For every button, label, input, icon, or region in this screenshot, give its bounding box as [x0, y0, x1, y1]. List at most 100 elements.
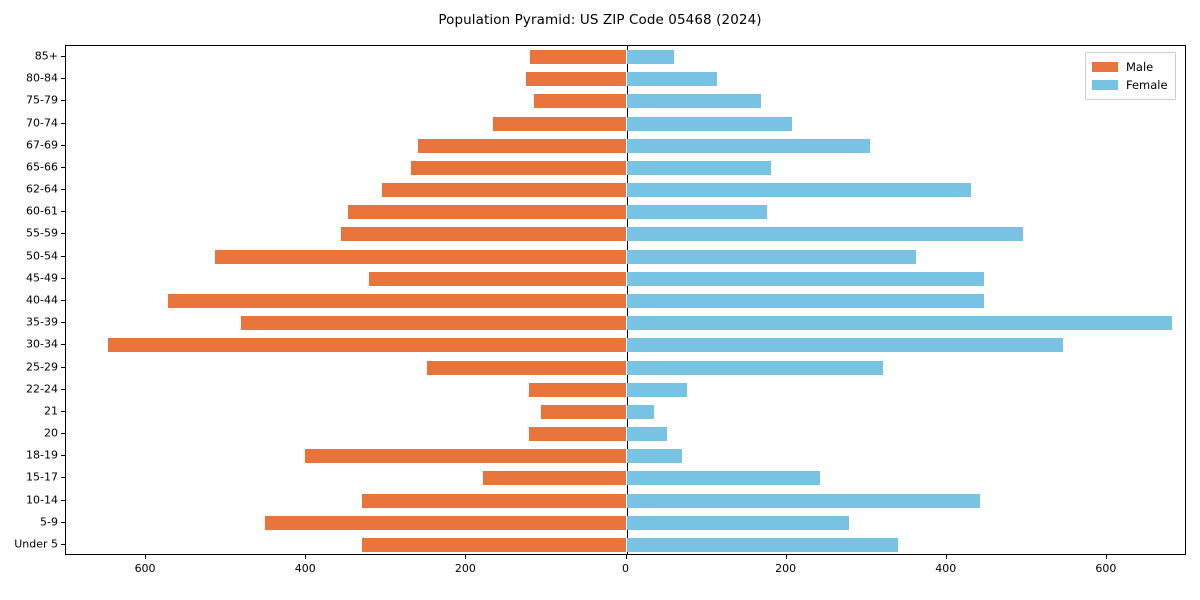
y-tick-mark [61, 433, 65, 435]
bar-male-20[interactable] [528, 427, 627, 442]
y-tick-label: 60-61 [26, 204, 58, 218]
x-tick-label: 400 [935, 562, 957, 575]
y-tick-mark [61, 233, 65, 235]
bar-row [66, 160, 1185, 175]
y-tick-label: 65-66 [26, 160, 58, 174]
bar-male-75-79[interactable] [534, 94, 627, 109]
bar-female-15-17[interactable] [626, 471, 821, 486]
legend-swatch-male [1092, 62, 1118, 72]
bar-female-22-24[interactable] [626, 382, 688, 397]
y-tick-label: 18-19 [26, 448, 58, 462]
legend-label-female: Female [1126, 78, 1168, 92]
bar-male-under-5[interactable] [362, 537, 627, 552]
bar-female-62-64[interactable] [626, 183, 971, 198]
bar-male-60-61[interactable] [347, 205, 627, 220]
bar-female-80-84[interactable] [626, 72, 717, 87]
bar-male-25-29[interactable] [427, 360, 627, 375]
y-tick-mark [61, 189, 65, 191]
y-tick-label: 35-39 [26, 315, 58, 329]
bar-male-65-66[interactable] [411, 160, 627, 175]
bar-male-70-74[interactable] [492, 116, 627, 131]
bar-male-80-84[interactable] [526, 72, 627, 87]
bar-male-35-39[interactable] [241, 316, 627, 331]
x-tick-label: 200 [454, 562, 476, 575]
x-tick-label: 600 [1095, 562, 1117, 575]
bar-female-65-66[interactable] [626, 160, 771, 175]
y-tick-label: 70-74 [26, 116, 58, 130]
x-tick-mark [305, 555, 307, 559]
bar-female-21[interactable] [626, 404, 654, 419]
y-tick-label: 40-44 [26, 293, 58, 307]
bar-female-25-29[interactable] [626, 360, 883, 375]
y-tick-mark [61, 122, 65, 124]
bar-female-55-59[interactable] [626, 227, 1023, 242]
bar-male-30-34[interactable] [108, 338, 627, 353]
bar-male-22-24[interactable] [528, 382, 627, 397]
y-tick-mark [61, 144, 65, 146]
y-tick-mark [61, 56, 65, 58]
y-tick-label: 55-59 [26, 226, 58, 240]
bar-row [66, 449, 1185, 464]
bar-female-85-[interactable] [626, 50, 674, 65]
y-tick-label: Under 5 [14, 537, 58, 551]
bar-row [66, 316, 1185, 331]
x-tick-mark [1105, 555, 1107, 559]
legend-item-male[interactable]: Male [1092, 58, 1168, 76]
y-tick-label: 80-84 [26, 71, 58, 85]
y-tick-mark [61, 211, 65, 213]
bar-female-20[interactable] [626, 427, 668, 442]
x-tick-label: 400 [294, 562, 316, 575]
bar-female-67-69[interactable] [626, 138, 870, 153]
y-tick-label: 10-14 [26, 493, 58, 507]
y-tick-label: 50-54 [26, 249, 58, 263]
bar-male-15-17[interactable] [483, 471, 627, 486]
bar-female-18-19[interactable] [626, 449, 682, 464]
bar-male-21[interactable] [540, 404, 627, 419]
y-tick-mark [61, 499, 65, 501]
legend-swatch-female [1092, 80, 1118, 90]
bar-female-45-49[interactable] [626, 271, 985, 286]
bar-female-75-79[interactable] [626, 94, 762, 109]
bar-female-10-14[interactable] [626, 493, 980, 508]
bar-row [66, 338, 1185, 353]
bar-male-67-69[interactable] [417, 138, 627, 153]
bar-row [66, 183, 1185, 198]
bar-male-55-59[interactable] [340, 227, 627, 242]
bar-female-under-5[interactable] [626, 537, 898, 552]
y-tick-mark [61, 521, 65, 523]
bar-female-50-54[interactable] [626, 249, 917, 264]
y-tick-label: 15-17 [26, 470, 58, 484]
bar-female-35-39[interactable] [626, 316, 1172, 331]
bar-male-85-[interactable] [529, 50, 627, 65]
bar-row [66, 360, 1185, 375]
y-tick-mark [61, 477, 65, 479]
bar-female-30-34[interactable] [626, 338, 1063, 353]
bar-row [66, 116, 1185, 131]
y-tick-mark [61, 455, 65, 457]
bar-female-5-9[interactable] [626, 515, 850, 530]
x-tick-mark [465, 555, 467, 559]
bar-female-40-44[interactable] [626, 294, 984, 308]
bar-male-40-44[interactable] [167, 294, 627, 308]
y-tick-mark [61, 322, 65, 324]
bar-row [66, 493, 1185, 508]
bar-female-70-74[interactable] [626, 116, 793, 131]
y-tick-label: 25-29 [26, 360, 58, 374]
bar-male-18-19[interactable] [304, 449, 627, 464]
bar-female-60-61[interactable] [626, 205, 767, 220]
bar-male-45-49[interactable] [368, 271, 627, 286]
bar-male-10-14[interactable] [362, 493, 627, 508]
bar-row [66, 515, 1185, 530]
y-tick-mark [61, 410, 65, 412]
bar-row [66, 227, 1185, 242]
chart-title: Population Pyramid: US ZIP Code 05468 (2… [438, 12, 762, 28]
bar-male-62-64[interactable] [382, 183, 627, 198]
x-tick-mark [945, 555, 947, 559]
y-tick-label: 67-69 [26, 138, 58, 152]
y-tick-label: 22-24 [26, 382, 58, 396]
bar-male-5-9[interactable] [265, 515, 627, 530]
legend-label-male: Male [1126, 60, 1154, 74]
legend-item-female[interactable]: Female [1092, 76, 1168, 94]
bar-male-50-54[interactable] [214, 249, 627, 264]
